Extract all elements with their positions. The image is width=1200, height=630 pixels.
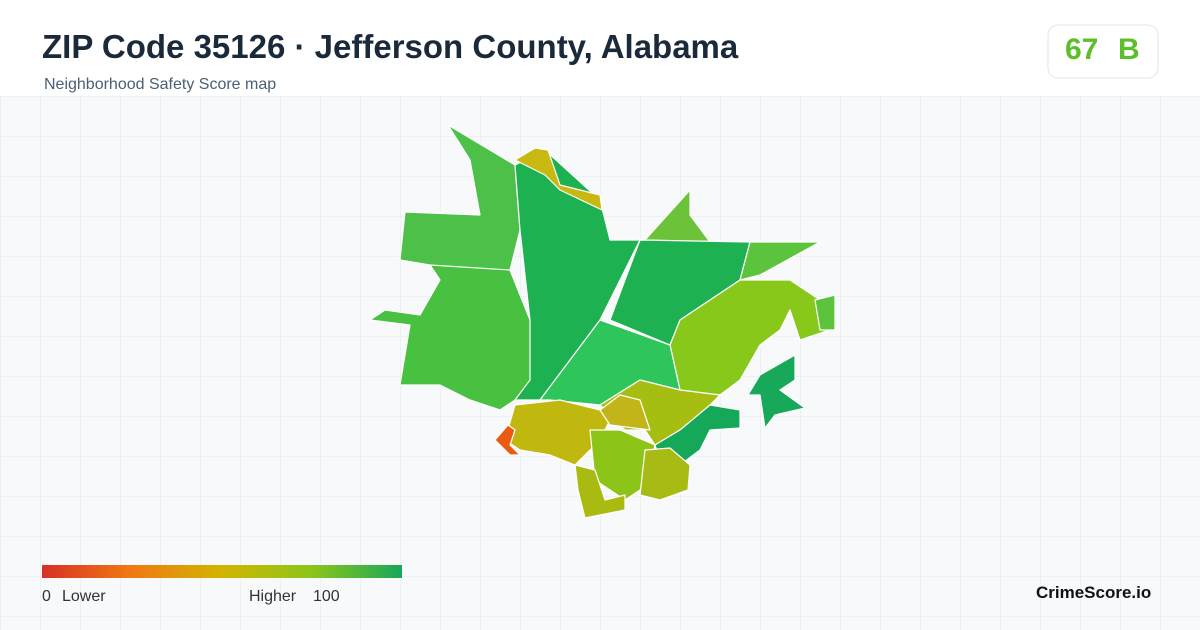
area xyxy=(814,294,836,331)
area xyxy=(504,399,611,466)
legend-min-label: Lower xyxy=(62,588,106,605)
legend-max-label: Higher xyxy=(249,588,297,605)
badge-box xyxy=(1047,24,1159,79)
subtitle: Neighborhood Safety Score map xyxy=(44,76,277,93)
area xyxy=(599,394,651,431)
zip-areas xyxy=(369,124,836,519)
area xyxy=(494,424,521,456)
area xyxy=(514,147,603,211)
area xyxy=(639,447,691,501)
area xyxy=(369,264,531,411)
header-bg xyxy=(0,0,1200,96)
score: 67 xyxy=(1065,33,1099,66)
area xyxy=(574,464,626,519)
area xyxy=(747,354,806,429)
legend-gradient xyxy=(42,565,402,578)
legend-max: 100 xyxy=(313,588,340,605)
title: ZIP Code 35126 · Jefferson County, Alaba… xyxy=(42,28,739,65)
legend-min: 0 xyxy=(42,588,51,605)
grade: B xyxy=(1118,33,1140,66)
area xyxy=(739,241,821,281)
brand: CrimeScore.io xyxy=(1036,583,1152,602)
